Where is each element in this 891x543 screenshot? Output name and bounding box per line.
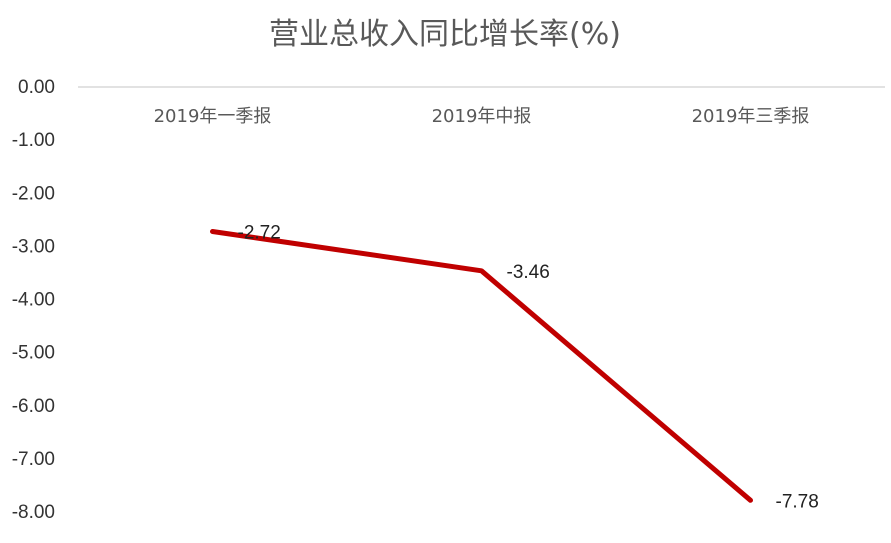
y-tick-label: -3.00 (12, 236, 55, 257)
series-line (210, 229, 753, 503)
data-labels: -2.72 -3.46 -7.78 (238, 223, 819, 513)
y-axis-ticks: 0.00 -1.00 -2.00 -3.00 -4.00 -5.00 -6.00 -7.00 -… (12, 77, 55, 523)
x-category-label: 2019年三季报 (692, 106, 810, 127)
x-category-label: 2019年一季报 (154, 106, 272, 127)
data-label: -3.46 (507, 262, 550, 283)
data-label: -2.72 (238, 223, 281, 244)
x-category-label: 2019年中报 (432, 106, 532, 127)
y-tick-label: -8.00 (12, 502, 55, 523)
y-tick-label: -6.00 (12, 396, 55, 417)
y-tick-label: -5.00 (12, 343, 55, 364)
y-tick-label: -1.00 (12, 130, 55, 151)
y-tick-label: -2.00 (12, 183, 55, 204)
data-label: -7.78 (776, 491, 819, 512)
y-tick-label: -7.00 (12, 449, 55, 470)
series-layer (210, 229, 753, 503)
chart-title: 营业总收入同比增长率(%) (269, 17, 621, 52)
y-tick-label: -4.00 (12, 290, 55, 311)
y-tick-label: 0.00 (18, 77, 55, 98)
x-axis-categories: 2019年一季报 2019年中报 2019年三季报 (154, 106, 810, 127)
